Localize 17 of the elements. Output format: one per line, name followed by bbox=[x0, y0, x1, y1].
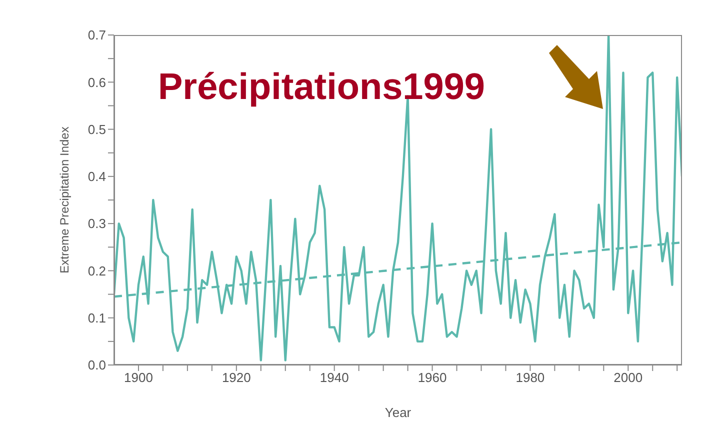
y-tick-label: 0.3 bbox=[88, 216, 106, 232]
y-axis-title: Extreme Precipitation Index bbox=[57, 126, 72, 274]
y-tick-label: 0.0 bbox=[88, 358, 106, 373]
y-tick-label: 0.6 bbox=[88, 74, 106, 90]
x-tick-label: 1920 bbox=[222, 370, 251, 386]
y-tick-label: 0.5 bbox=[88, 122, 106, 137]
y-tick-label: 0.7 bbox=[88, 28, 106, 43]
text: Précipitations1999 bbox=[158, 66, 485, 108]
y-tick-label: 0.2 bbox=[88, 263, 106, 278]
x-tick-label: 1940 bbox=[320, 370, 349, 386]
y-tick-label: 0.1 bbox=[88, 310, 106, 326]
x-axis-title: Year bbox=[384, 405, 412, 420]
x-tick-label: 1900 bbox=[124, 370, 153, 386]
x-tick-label: 1980 bbox=[516, 370, 545, 386]
x-tick-label: 1960 bbox=[418, 370, 447, 386]
y-tick-label: 0.4 bbox=[88, 169, 106, 184]
x-tick-label: 2000 bbox=[614, 370, 643, 386]
